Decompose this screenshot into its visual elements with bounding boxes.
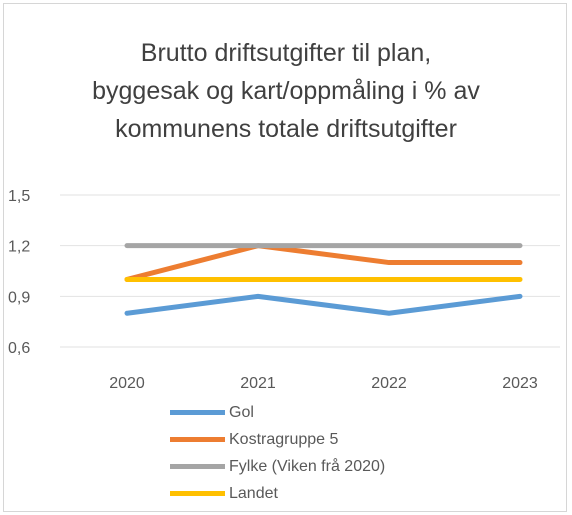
chart-title-line-3: kommunens totale driftsutgifter	[115, 115, 457, 143]
x-tick-label: 2022	[371, 375, 407, 392]
y-tick-label: 0,6	[8, 340, 30, 357]
legend-swatch	[170, 491, 225, 496]
chart-title: Brutto driftsutgifter til plan, byggesak…	[0, 34, 572, 148]
legend-label: Landet	[229, 484, 278, 502]
x-axis-ticks: 2020 2021 2022 2023	[109, 375, 538, 392]
legend-swatch	[170, 464, 225, 469]
x-tick-label: 2021	[240, 375, 276, 392]
series-line	[124, 293, 523, 316]
chart-title-line-1: Brutto driftsutgifter til plan,	[140, 39, 432, 67]
y-tick-label: 1,2	[8, 239, 30, 256]
legend-item: Gol	[170, 399, 385, 426]
legend-swatch	[170, 410, 225, 415]
y-axis-ticks: 0,6 0,9 1,2 1,5	[8, 188, 30, 357]
x-tick-label: 2023	[502, 375, 538, 392]
legend-item: Fylke (Viken frå 2020)	[170, 453, 385, 480]
chart-legend: Gol Kostragruppe 5 Fylke (Viken frå 2020) L…	[170, 399, 385, 507]
y-tick-label: 1,5	[8, 188, 30, 205]
chart-frame	[3, 3, 567, 512]
series-line	[124, 243, 523, 282]
y-tick-label: 0,9	[8, 289, 30, 306]
legend-swatch	[170, 437, 225, 442]
legend-label: Fylke (Viken frå 2020)	[229, 457, 386, 475]
legend-label: Kostragruppe 5	[229, 430, 339, 448]
x-tick-label: 2020	[109, 375, 145, 392]
legend-item: Landet	[170, 480, 385, 507]
gridlines	[60, 194, 560, 348]
legend-item: Kostragruppe 5	[170, 426, 385, 453]
series-lines	[124, 243, 523, 316]
legend-label: Gol	[229, 403, 254, 421]
chart-title-line-2: byggesak og kart/oppmåling i % av	[92, 77, 480, 105]
